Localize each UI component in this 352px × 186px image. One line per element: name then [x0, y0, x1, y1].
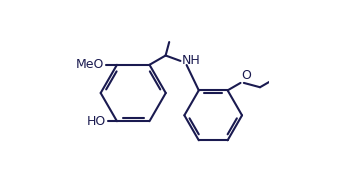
- Text: NH: NH: [182, 54, 201, 67]
- Text: HO: HO: [87, 115, 106, 128]
- Text: MeO: MeO: [76, 58, 104, 71]
- Text: O: O: [241, 69, 251, 82]
